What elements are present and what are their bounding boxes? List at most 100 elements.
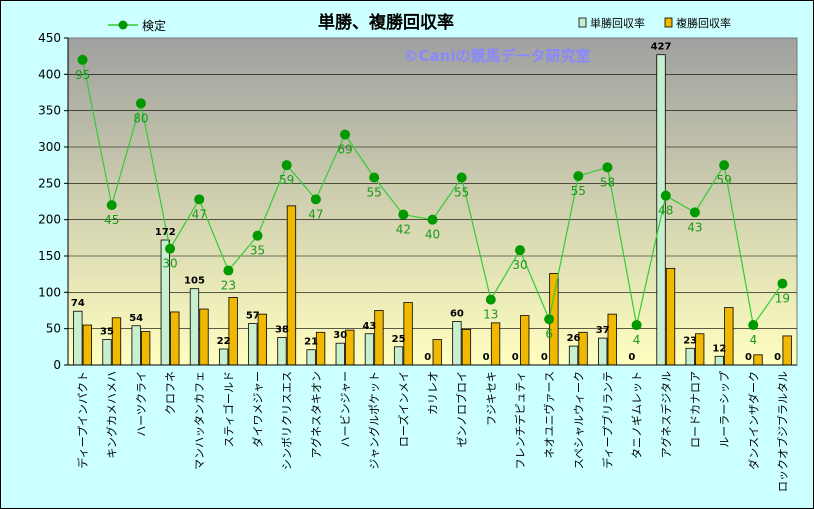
bar-value-label: 0 — [483, 352, 490, 363]
point-label: 58 — [600, 175, 615, 189]
x-tick-label: スペシャルウィーク — [572, 371, 585, 469]
bar-value-label: 105 — [184, 276, 205, 287]
y-tick-label: 100 — [38, 285, 61, 299]
line-point — [427, 214, 438, 225]
line-point — [514, 245, 525, 256]
point-label: 4 — [633, 333, 641, 347]
x-tick-label: ロックオブジブラルタル — [775, 371, 789, 492]
bar-fukusho — [753, 354, 763, 366]
x-tick-label: キングカメハメハ — [105, 371, 119, 459]
line-point — [602, 162, 613, 173]
y-tick-label: 400 — [38, 67, 61, 81]
line-point — [223, 265, 234, 276]
legend-bar2-label: 複勝回収率 — [676, 16, 731, 30]
line-point — [340, 129, 351, 140]
y-tick-label: 250 — [38, 176, 61, 190]
x-tick-label: ディープブリランテ — [600, 371, 614, 469]
x-tick-label: ハーツクライ — [135, 371, 148, 437]
point-label: 40 — [425, 228, 440, 242]
bar-fukusho — [724, 307, 734, 366]
bar-fukusho — [170, 311, 180, 366]
x-axis-labels: ディープインパクト キングカメハメハ ハーツクライ クロフネ マンハッタンカフェ スティゴ… — [76, 371, 790, 492]
bar-fukusho — [228, 297, 238, 366]
bar-tansho — [568, 345, 579, 366]
line-point — [310, 194, 321, 205]
bar-value-label: 54 — [129, 313, 143, 324]
x-tick-label: アグネスデジタル — [659, 371, 673, 458]
x-tick-label: ダイワメジャー — [251, 371, 265, 447]
bar-tansho — [102, 339, 112, 366]
legend-line: 検定 — [108, 18, 166, 33]
x-tick-label: ルーラーシップ — [718, 371, 731, 448]
x-tick-label: ローズインメイ — [396, 371, 410, 447]
point-label: 13 — [483, 308, 498, 322]
bar-fukusho — [140, 331, 151, 366]
bar-value-label: 35 — [100, 327, 114, 338]
line-point — [689, 207, 700, 218]
chart-title: 単勝、複勝回収率 — [318, 12, 454, 33]
bar-fukusho — [111, 317, 122, 366]
bar-value-label: 25 — [392, 334, 406, 345]
bar-tansho — [452, 320, 462, 366]
bar-fukusho — [665, 267, 676, 366]
bar-value-label: 26 — [567, 333, 581, 344]
bar-value-label: 74 — [71, 298, 85, 309]
bar-fukusho — [257, 313, 267, 366]
bar-fukusho — [461, 328, 472, 366]
y-tick-label: 200 — [38, 213, 61, 227]
line-point — [194, 194, 205, 205]
x-tick-label: ダンスインザダーク — [746, 371, 760, 470]
bar-fukusho — [82, 324, 92, 366]
gridlines — [68, 74, 797, 329]
bar-value-label: 0 — [745, 352, 752, 363]
bar-fukusho — [199, 308, 209, 366]
bar-tansho — [277, 336, 287, 366]
line-point — [748, 320, 759, 331]
point-label: 47 — [308, 207, 323, 221]
legend-bar2-swatch — [664, 17, 673, 28]
bar-tansho — [131, 325, 141, 366]
bar-value-label: 43 — [362, 321, 376, 332]
x-tick-label: ロードカナロア — [689, 371, 702, 448]
bar-tansho — [335, 342, 345, 366]
bar-fukusho — [490, 322, 501, 366]
line-point — [77, 54, 88, 65]
bar-value-label: 0 — [512, 352, 519, 363]
line-point — [719, 160, 730, 171]
x-tick-label: フレンチデピュティ — [513, 371, 527, 469]
line-point — [777, 278, 788, 289]
bar-tansho — [393, 346, 404, 366]
line-point — [631, 320, 642, 331]
y-tick-label: 450 — [38, 31, 61, 45]
line-point — [281, 160, 292, 171]
line-point — [369, 172, 380, 183]
bar-tansho — [306, 349, 316, 366]
bar-value-label: 427 — [651, 42, 672, 53]
x-tick-label: ハービンジャー — [339, 371, 352, 447]
x-tick-label: ディープインパクト — [76, 371, 90, 469]
x-tick-label: フジキセキ — [485, 371, 498, 426]
bar-value-label: 37 — [596, 325, 610, 336]
bar-value-label: 38 — [275, 324, 289, 335]
x-tick-label: タニノギムレット — [631, 371, 644, 459]
point-label: 30 — [512, 258, 527, 272]
line-point — [456, 172, 467, 183]
y-tick-label: 300 — [38, 140, 61, 154]
x-tick-label: ジャングルポケット — [367, 371, 381, 469]
bar-value-label: 60 — [450, 308, 464, 319]
y-tick-label: 150 — [38, 249, 61, 263]
bar-fukusho — [374, 310, 384, 366]
y-tick-label: 350 — [38, 104, 61, 118]
point-label: 4 — [749, 333, 757, 347]
point-label: 35 — [250, 244, 265, 258]
bar-value-label: 23 — [683, 335, 697, 346]
point-label: 55 — [571, 184, 586, 198]
point-label: 47 — [192, 207, 207, 221]
watermark-text: ©Caniの競馬データ研究室 — [404, 47, 591, 65]
bar-tansho — [685, 347, 695, 366]
line-point — [252, 230, 263, 241]
bar-tansho — [714, 355, 724, 366]
bar-value-label: 0 — [541, 352, 548, 363]
